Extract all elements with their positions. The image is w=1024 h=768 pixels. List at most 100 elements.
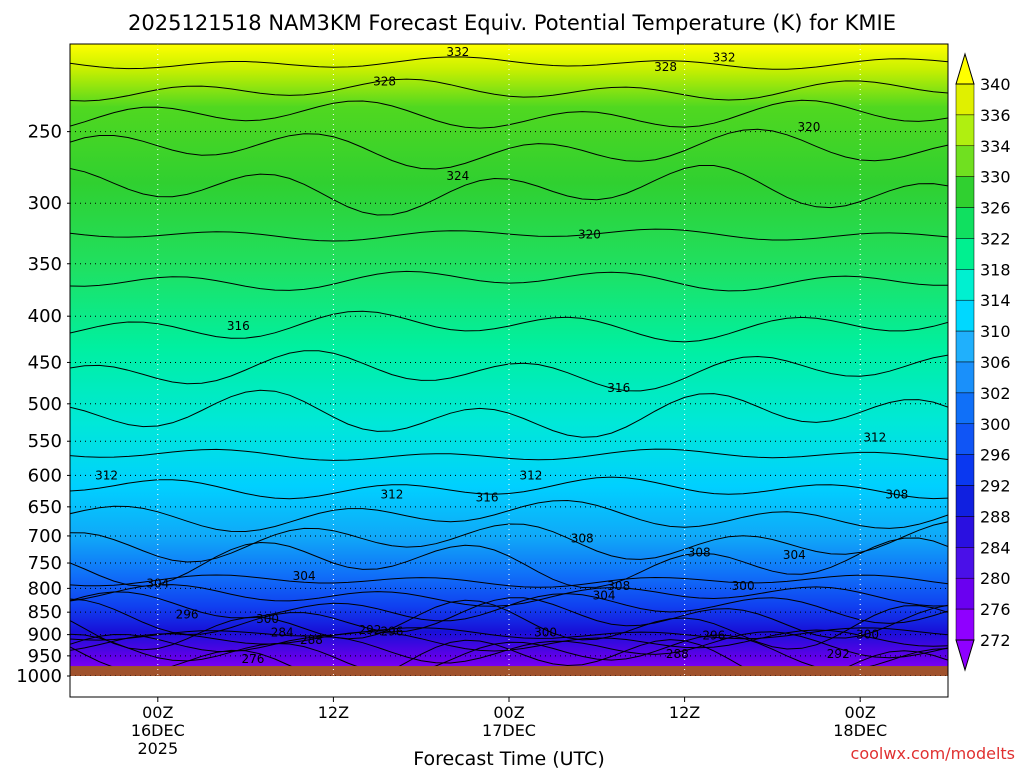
contour-label: 332 (713, 51, 736, 65)
contour-line (70, 310, 948, 343)
contour-label: 320 (798, 120, 821, 134)
colorbar-tick-label: 314 (980, 291, 1011, 310)
contour-line (70, 627, 948, 641)
colorbar-tick-label: 280 (980, 569, 1011, 588)
x-tick-date: 18DEC (833, 721, 887, 740)
contour-label: 296 (380, 625, 403, 639)
x-tick-label: 00Z (493, 703, 524, 722)
y-tick-label: 750 (28, 553, 62, 574)
colorbar-segment (955, 207, 975, 239)
colorbar-tick-label: 310 (980, 322, 1011, 341)
contour-line (70, 537, 948, 589)
contour-label: 304 (293, 569, 316, 583)
colorbar-tick-label: 292 (980, 477, 1011, 496)
colorbar-segment (955, 547, 975, 579)
contour-line (70, 591, 948, 624)
x-tick-label: 00Z (845, 703, 876, 722)
contour-label: 312 (863, 431, 886, 445)
y-tick-label: 550 (28, 431, 62, 452)
colorbar-tick-label: 336 (980, 106, 1011, 125)
chart-title: 2025121518 NAM3KM Forecast Equiv. Potent… (128, 11, 896, 35)
contour-label: 288 (666, 647, 689, 661)
x-tick-year: 2025 (137, 739, 178, 758)
colorbar-bottom-arrow (955, 639, 975, 672)
contour-label: 304 (146, 576, 169, 590)
colorbar-segment (955, 392, 975, 425)
colorbar-tick-label: 334 (980, 137, 1011, 156)
colorbar-tick-label: 272 (980, 631, 1011, 650)
colorbar-segment (955, 238, 975, 270)
y-axis: 2503003504004505005506006507007508008509… (16, 122, 70, 687)
contour-label: 316 (476, 491, 499, 505)
x-tick-label: 12Z (318, 703, 349, 722)
colorbar-top-arrow (955, 52, 975, 85)
y-tick-label: 250 (28, 122, 62, 143)
colorbar-segment (955, 608, 975, 641)
x-tick-date: 16DEC (131, 721, 185, 740)
contour-label: 328 (373, 74, 396, 88)
colorbar-segment (955, 454, 975, 486)
colorbar-segment (955, 176, 975, 208)
colorbar-tick-label: 276 (980, 600, 1011, 619)
y-tick-label: 900 (28, 625, 62, 646)
contour-label: 296 (176, 607, 199, 621)
colorbar-segment (955, 83, 975, 116)
colorbar-tick-label: 288 (980, 507, 1011, 526)
contour-label: 308 (571, 532, 594, 546)
contour-labels: 332 332 328 328 324 320 320 316 316 316 312 312 312 3… (95, 45, 908, 666)
contour-label: 316 (227, 319, 250, 333)
colorbar-segment (955, 299, 975, 332)
colorbar-tick-label: 306 (980, 353, 1011, 372)
contour-label: 300 (732, 579, 755, 593)
contour-line (70, 56, 948, 70)
contour-label: 316 (607, 381, 630, 395)
contour-label: 312 (380, 488, 403, 502)
x-tick-label: 00Z (142, 703, 173, 722)
contour-line (70, 476, 948, 500)
contour-lines (70, 56, 948, 676)
contour-line (70, 128, 948, 170)
y-tick-label: 400 (28, 306, 62, 327)
colorbar-segment (955, 330, 975, 363)
credit-text: coolwx.com/modelts (851, 744, 1015, 763)
colorbar-tick-label: 300 (980, 415, 1011, 434)
y-tick-label: 950 (28, 646, 62, 667)
colorbar-segment (955, 577, 975, 610)
y-tick-label: 300 (28, 193, 62, 214)
contour-label: 288 (300, 633, 323, 647)
colorbar: 340 336 334 330 326 322 318 314 310 306 302 300 296 2… (955, 52, 1011, 672)
contour-label: 292 (359, 623, 382, 637)
contour-label: 304 (783, 548, 806, 562)
colorbar-segment (955, 423, 975, 455)
x-tick-date: 17DEC (482, 721, 536, 740)
contour-label: 308 (688, 545, 711, 559)
colorbar-tick-label: 302 (980, 384, 1011, 403)
colorbar-segment (955, 485, 975, 517)
contour-label: 324 (446, 169, 469, 183)
x-axis-label: Forecast Time (UTC) (413, 748, 604, 768)
y-tick-label: 700 (28, 526, 62, 547)
contour-label: 312 (95, 468, 118, 482)
contour-label: 332 (446, 45, 469, 59)
colorbar-tick-label: 318 (980, 260, 1011, 279)
colorbar-segment (955, 114, 975, 147)
contour-line (70, 448, 948, 461)
contour-label: 300 (534, 625, 557, 639)
colorbar-tick-label: 296 (980, 446, 1011, 465)
contour-label: 308 (607, 579, 630, 593)
contour-label: 308 (885, 488, 908, 502)
y-tick-label: 600 (28, 465, 62, 486)
contour-label: 328 (654, 60, 677, 74)
contour-line (70, 629, 948, 652)
contour-label: 284 (271, 625, 294, 639)
contour-line (70, 633, 948, 676)
colorbar-tick-label: 284 (980, 538, 1011, 557)
colorbar-segment (955, 516, 975, 548)
y-tick-label: 800 (28, 578, 62, 599)
colorbar-segment (955, 145, 975, 177)
contour-line (70, 599, 948, 651)
contour-line (70, 389, 948, 438)
contour-line (70, 270, 948, 292)
